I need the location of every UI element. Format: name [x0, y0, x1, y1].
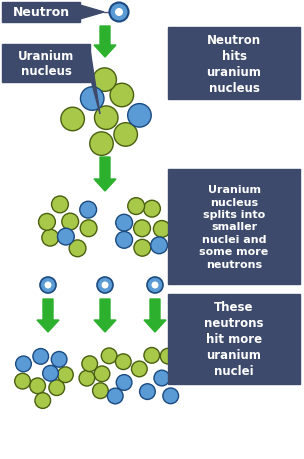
FancyArrow shape	[144, 299, 166, 332]
Circle shape	[109, 4, 129, 22]
Circle shape	[151, 237, 168, 254]
Circle shape	[81, 88, 104, 111]
Circle shape	[93, 69, 116, 92]
Circle shape	[169, 369, 185, 384]
Circle shape	[163, 388, 178, 404]
Circle shape	[154, 221, 170, 238]
Circle shape	[82, 356, 98, 372]
Circle shape	[79, 370, 95, 386]
Circle shape	[52, 196, 68, 213]
Circle shape	[51, 352, 67, 367]
Circle shape	[42, 230, 59, 246]
Text: Uranium
nucleus
splits into
smaller
nuclei and
some more
neutrons: Uranium nucleus splits into smaller nucl…	[199, 185, 269, 269]
Circle shape	[94, 366, 110, 382]
Circle shape	[49, 380, 64, 396]
Circle shape	[57, 229, 74, 246]
Circle shape	[33, 349, 49, 364]
Circle shape	[160, 348, 176, 364]
Circle shape	[39, 214, 55, 231]
Circle shape	[15, 374, 30, 389]
FancyBboxPatch shape	[2, 3, 80, 23]
Text: Neutron
hits
uranium
nucleus: Neutron hits uranium nucleus	[206, 34, 261, 94]
Circle shape	[154, 370, 170, 386]
FancyArrow shape	[94, 27, 116, 58]
Circle shape	[16, 356, 31, 372]
Circle shape	[80, 220, 97, 237]
Circle shape	[144, 348, 160, 364]
Circle shape	[43, 366, 58, 381]
Circle shape	[134, 220, 150, 237]
Circle shape	[101, 348, 117, 364]
Text: Uranium
nucleus: Uranium nucleus	[18, 50, 74, 78]
FancyBboxPatch shape	[168, 170, 300, 285]
FancyBboxPatch shape	[2, 45, 90, 83]
Circle shape	[80, 202, 97, 218]
FancyBboxPatch shape	[168, 28, 300, 100]
Polygon shape	[80, 6, 104, 20]
Circle shape	[128, 104, 151, 128]
Circle shape	[61, 108, 85, 131]
Circle shape	[90, 133, 113, 156]
FancyBboxPatch shape	[168, 294, 300, 384]
Circle shape	[128, 198, 145, 215]
Circle shape	[115, 9, 123, 17]
Circle shape	[57, 367, 73, 383]
Circle shape	[69, 241, 86, 257]
Circle shape	[147, 277, 163, 293]
Circle shape	[97, 277, 113, 293]
Polygon shape	[90, 50, 100, 115]
Circle shape	[62, 214, 79, 230]
Circle shape	[116, 215, 133, 232]
Circle shape	[143, 201, 161, 218]
Text: Neutron: Neutron	[12, 6, 70, 19]
FancyArrow shape	[37, 299, 59, 332]
Circle shape	[116, 375, 132, 391]
Circle shape	[132, 361, 147, 377]
Circle shape	[44, 282, 51, 289]
Circle shape	[102, 282, 109, 289]
Circle shape	[107, 388, 123, 404]
Circle shape	[114, 123, 137, 147]
Circle shape	[116, 354, 131, 370]
FancyArrow shape	[94, 157, 116, 191]
Circle shape	[140, 384, 155, 400]
Circle shape	[116, 232, 133, 249]
Circle shape	[35, 393, 50, 409]
Circle shape	[110, 84, 133, 107]
Circle shape	[30, 378, 45, 394]
Circle shape	[151, 282, 158, 289]
Circle shape	[134, 240, 151, 257]
FancyArrow shape	[94, 299, 116, 332]
Circle shape	[93, 383, 108, 399]
Circle shape	[95, 106, 118, 130]
Circle shape	[40, 277, 56, 293]
Text: These
neutrons
hit more
uranium
nuclei: These neutrons hit more uranium nuclei	[204, 301, 264, 378]
